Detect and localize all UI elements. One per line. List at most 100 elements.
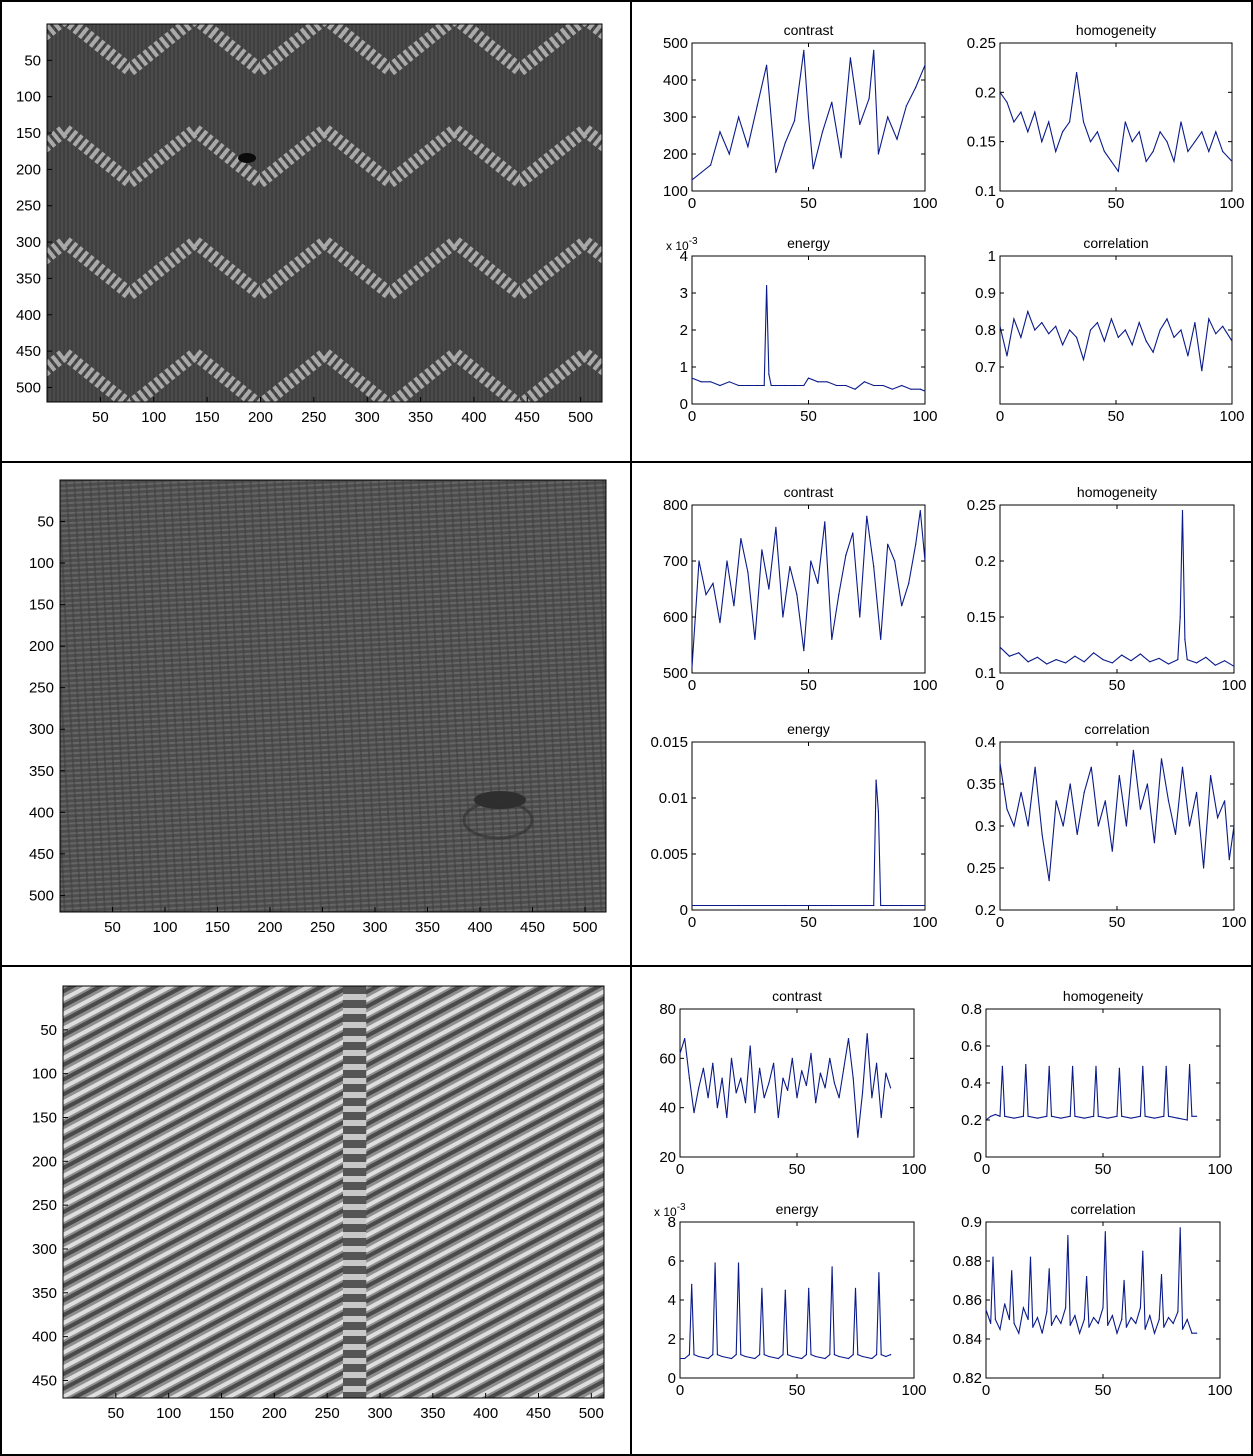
data-point <box>1086 1276 1088 1278</box>
data-point <box>1125 825 1127 827</box>
y-tick-label: 8 <box>668 1214 676 1231</box>
data-point <box>1083 1117 1085 1119</box>
data-point <box>684 1038 686 1040</box>
data-point <box>1064 1307 1067 1309</box>
y-tick-label: 0.2 <box>975 553 996 570</box>
data-point <box>719 622 721 624</box>
data-point <box>1041 141 1043 143</box>
x-tick-label: 450 <box>526 1405 551 1422</box>
chart-homogeneity-row1: homogeneity 0 50 100 0.1 0.15 0.2 0.25 <box>967 22 1245 212</box>
data-point <box>1093 652 1095 654</box>
data-point <box>763 1354 765 1356</box>
data-point <box>838 594 840 596</box>
data-point <box>1096 131 1099 133</box>
data-point <box>1111 1315 1113 1317</box>
data-point <box>1048 880 1050 882</box>
data-point <box>1111 850 1113 852</box>
data-point <box>1032 1326 1034 1328</box>
y-tick-label: 250 <box>16 198 41 215</box>
data-point <box>854 388 856 390</box>
fabric-diagonal-image: 50 100 150 200 250 300 350 400 450 500 50 100 150 200… <box>32 985 605 1422</box>
data-point <box>1008 655 1010 657</box>
data-point <box>1165 1065 1167 1067</box>
data-point <box>754 1357 756 1360</box>
chart-title: contrast <box>772 988 822 1004</box>
data-point <box>1083 661 1085 663</box>
chart-correlation-row1: correlation 0 50 100 0.7 0.8 0.9 1 <box>975 235 1244 425</box>
data-point <box>999 646 1001 648</box>
chart-title: energy <box>787 721 830 737</box>
chart-title: homogeneity <box>1076 22 1156 38</box>
data-point <box>1202 867 1205 869</box>
data-point <box>1046 663 1048 665</box>
y-exponent-label: x 10-3 <box>654 1202 686 1219</box>
data-point <box>691 179 693 181</box>
data-point <box>768 373 770 375</box>
y-tick-label: 0.25 <box>967 35 996 52</box>
data-point <box>1074 1115 1076 1117</box>
data-point <box>1034 329 1036 331</box>
y-tick-label: 60 <box>659 1050 676 1067</box>
data-point <box>1139 1115 1142 1117</box>
data-point <box>1036 1117 1039 1119</box>
data-point <box>1069 783 1071 785</box>
x-tick-label: 400 <box>467 919 492 936</box>
data-point <box>1118 1067 1120 1069</box>
data-point <box>1125 1326 1127 1328</box>
data-point <box>698 1087 700 1089</box>
data-point <box>1195 662 1198 664</box>
data-point <box>1071 1065 1074 1067</box>
data-point <box>1138 322 1140 324</box>
data-point <box>765 285 768 287</box>
data-point <box>1222 150 1224 153</box>
data-point <box>894 560 896 562</box>
data-point <box>765 64 768 66</box>
chart-correlation-row3: correlation 0 50 100 0.82 0.84 0.86 0.88 0.9 <box>953 1201 1233 1399</box>
y-tick-label: 100 <box>663 183 688 200</box>
x-tick-label: 500 <box>572 919 597 936</box>
data-point <box>740 538 742 540</box>
x-tick-label: 200 <box>257 919 282 936</box>
image-texture <box>60 480 606 912</box>
data-point <box>1228 859 1230 861</box>
data-point <box>817 582 819 585</box>
data-point <box>738 384 740 387</box>
data-point <box>775 526 777 529</box>
data-point <box>885 1072 887 1074</box>
data-point <box>866 1033 868 1035</box>
data-point <box>840 157 842 159</box>
y-tick-label: 400 <box>663 72 688 89</box>
data-point <box>835 384 838 387</box>
data-point <box>1104 800 1106 802</box>
data-point <box>1055 150 1057 153</box>
data-point <box>924 390 926 392</box>
data-point <box>861 1092 864 1094</box>
data-point <box>1191 1332 1193 1334</box>
data-point <box>1153 842 1156 844</box>
data-point <box>714 1262 716 1264</box>
data-point <box>784 1289 786 1291</box>
data-point <box>1076 833 1078 836</box>
x-tick-label: 150 <box>209 1405 234 1422</box>
y-tick-label: 250 <box>29 680 54 697</box>
image-texture <box>63 986 604 1398</box>
x-tick-label: 50 <box>800 195 817 212</box>
data-point <box>1117 170 1119 172</box>
data-point <box>1048 1268 1050 1270</box>
data-point <box>1020 791 1022 794</box>
y-tick-label: 200 <box>32 1153 57 1170</box>
data-point <box>756 105 758 107</box>
data-point <box>999 1328 1001 1330</box>
x-tick-label: 400 <box>473 1405 498 1422</box>
data-point <box>1188 825 1191 827</box>
data-point <box>901 605 903 607</box>
data-point <box>887 116 889 118</box>
data-point <box>793 120 796 122</box>
data-point <box>1069 121 1071 123</box>
x-tick-label: 100 <box>156 1405 181 1422</box>
data-point <box>775 384 777 387</box>
data-point <box>808 1287 810 1289</box>
data-point <box>1124 121 1126 123</box>
data-point <box>1177 658 1179 661</box>
data-point <box>985 1309 987 1311</box>
